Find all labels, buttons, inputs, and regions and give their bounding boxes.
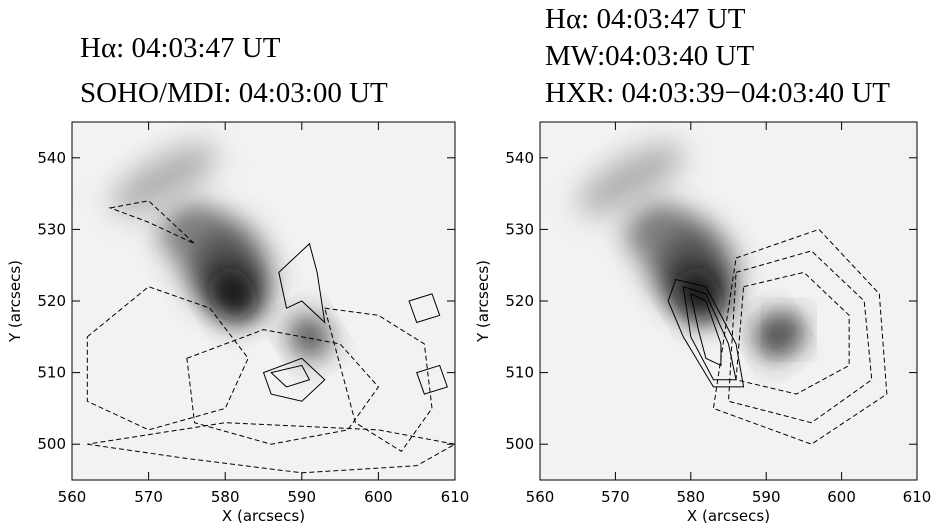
x-tick-label: 610 [903,488,932,506]
solid-contour [278,242,326,324]
x-tick-label: 590 [287,488,316,506]
solid-contour [690,292,722,367]
dashed-contour [87,422,455,474]
dashed-contour [735,271,850,395]
x-tick-label: 580 [676,488,705,506]
y-tick-label: 540 [505,149,534,167]
y-tick-label: 520 [505,292,534,310]
y-tick-label: 500 [37,435,66,453]
x-tick-label: 600 [364,488,393,506]
y-axis-label: Y (arcsecs) [474,260,492,343]
x-tick-label: 570 [134,488,163,506]
panel-title: Hα: 04:03:47 UT [545,3,746,35]
x-tick-label: 600 [827,488,856,506]
x-axis-label: X (arcsecs) [222,507,305,525]
x-tick-label: 590 [752,488,781,506]
x-tick-label: 610 [441,488,470,506]
dashed-contour [712,228,888,445]
dashed-contour [186,329,380,445]
y-tick-label: 530 [505,220,534,238]
x-tick-label: 560 [526,488,555,506]
intensity-blob [625,206,681,253]
x-tick-label: 560 [58,488,87,506]
intensity-blob [577,143,684,215]
y-tick-label: 530 [37,220,66,238]
image-layer [72,122,455,480]
x-tick-label: 570 [601,488,630,506]
y-tick-label: 510 [505,364,534,382]
intensity-blob [159,206,215,253]
image-layer [540,122,917,480]
dashed-contour [324,307,433,453]
y-tick-label: 540 [37,149,66,167]
panel-title: Hα: 04:03:47 UT [80,32,281,64]
solid-contour [262,357,326,402]
y-tick-label: 510 [37,364,66,382]
intensity-blob [290,315,329,358]
intensity-blob [110,143,218,215]
solid-contour [416,364,448,395]
y-tick-label: 520 [37,292,66,310]
solid-contour [270,364,311,388]
y-tick-label: 500 [505,435,534,453]
intensity-blob [774,313,803,346]
x-axis-label: X (arcsecs) [687,507,770,525]
panel-title: MW:04:03:40 UT [545,40,754,72]
solid-contour [667,278,745,388]
dashed-contour [108,200,195,245]
intensity-blob [209,267,257,321]
panel-title: HXR: 04:03:39−04:03:40 UT [545,77,890,109]
panel-title: SOHO/MDI: 04:03:00 UT [80,77,388,109]
y-axis-label: Y (arcsecs) [6,260,24,343]
dashed-contour [86,286,249,431]
x-tick-label: 580 [211,488,240,506]
solid-contour [408,293,441,324]
